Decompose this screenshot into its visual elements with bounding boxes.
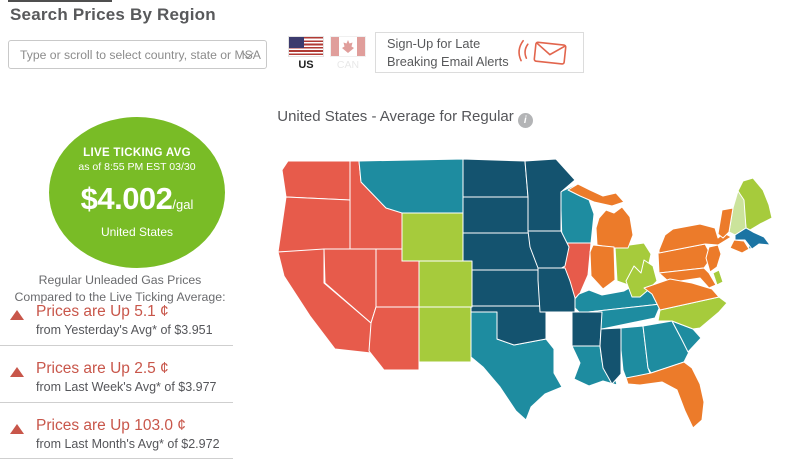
row-title: Prices are Up 103.0 ¢ [36,417,186,434]
up-arrow-icon [10,310,24,320]
ticker-price-row: $4.002/gal [81,181,194,217]
live-ticker-circle: LIVE TICKING AVG as of 8:55 PM EST 03/30… [49,117,225,268]
region-select-placeholder: Type or scroll to select country, state … [20,47,261,62]
email-alert-icon [517,39,567,65]
state-MI[interactable] [595,206,634,249]
state-WY[interactable] [401,212,464,262]
ticker-heading: LIVE TICKING AVG [83,146,191,159]
map-title: United States - Average for Regular i [270,108,540,128]
state-NJ[interactable] [705,244,722,273]
divider [0,402,233,403]
row-title: Prices are Up 5.1 ¢ [36,303,169,320]
state-CO[interactable] [418,260,473,308]
up-arrow-icon [10,424,24,434]
state-FL[interactable] [625,361,705,429]
state-MA[interactable] [734,227,771,250]
ticker-unit: /gal [172,196,194,212]
divider [0,345,233,346]
state-DE[interactable] [712,269,724,286]
top-edge-line [8,0,112,2]
can-flag-label: CAN [336,59,360,71]
state-OR[interactable] [277,196,351,253]
up-arrow-icon [10,367,24,377]
state-MI[interactable] [567,183,625,207]
ticker-timestamp: as of 8:55 PM EST 03/30 [78,160,196,173]
us-flag-tab[interactable]: US [288,36,324,71]
state-NC[interactable] [657,296,728,330]
us-flag-icon [288,36,324,57]
state-SD[interactable] [462,196,532,234]
state-VA[interactable] [643,278,720,311]
state-CT[interactable] [729,239,750,254]
state-MS[interactable] [599,327,622,385]
maple-leaf-icon [342,40,354,53]
can-flag-tab[interactable]: CAN [330,36,366,71]
info-icon[interactable]: i [517,113,533,128]
us-map [277,158,773,429]
state-IN[interactable] [589,244,616,290]
state-MN[interactable] [524,158,576,232]
comparison-row-last-week: Prices are Up 2.5 ¢ from Last Week's Avg… [0,360,233,394]
page-title: Search Prices By Region [10,5,216,24]
row-title: Prices are Up 2.5 ¢ [36,360,169,377]
email-signup-label: Sign-Up for Late Breaking Email Alerts [387,35,509,69]
comparison-row-last-month: Prices are Up 103.0 ¢ from Last Month's … [0,417,233,451]
email-signup-button[interactable]: Sign-Up for Late Breaking Email Alerts [375,32,584,73]
state-NM[interactable] [418,306,472,363]
can-flag-icon [330,36,366,57]
ticker-price: $4.002 [80,180,173,216]
comparison-heading: Regular Unleaded Gas Prices Compared to … [14,273,226,304]
state-AZ[interactable] [368,306,420,371]
comparison-row-yesterday: Prices are Up 5.1 ¢ from Yesterday's Avg… [0,303,233,337]
state-KS[interactable] [462,269,547,307]
state-AR[interactable] [571,311,603,347]
state-ND[interactable] [462,158,529,198]
ticker-region: United States [100,224,174,239]
row-subtitle: from Last Week's Avg* of $3.977 [36,380,217,394]
us-flag-label: US [298,59,314,71]
state-WA[interactable] [281,160,351,201]
row-subtitle: from Last Month's Avg* of $2.972 [36,437,220,451]
state-MO[interactable] [537,267,576,313]
region-select[interactable]: Type or scroll to select country, state … [8,40,267,69]
divider [0,458,233,459]
row-subtitle: from Yesterday's Avg* of $3.951 [36,323,213,337]
state-VT[interactable] [717,207,734,239]
